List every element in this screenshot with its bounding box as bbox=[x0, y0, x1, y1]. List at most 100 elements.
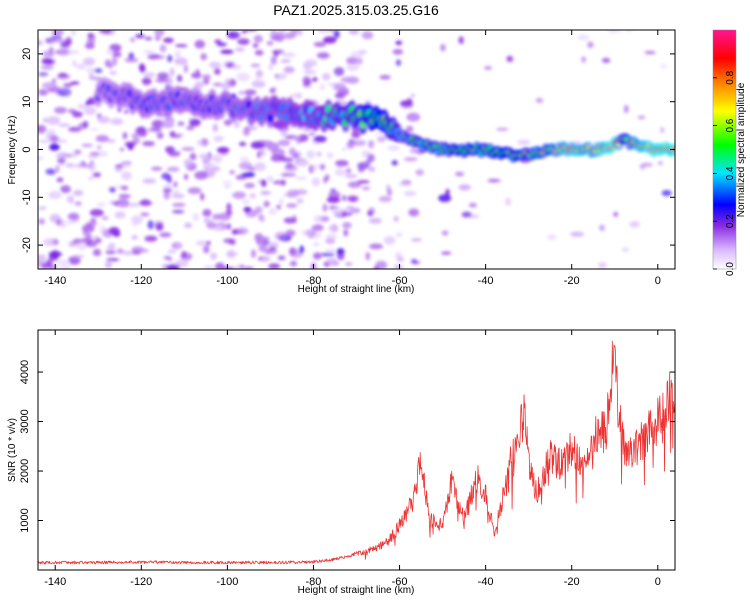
heat-blob bbox=[200, 138, 209, 147]
heat-blob bbox=[106, 139, 116, 143]
figure-title: PAZ1.2025.315.03.25.G16 bbox=[273, 2, 439, 18]
heat-blob bbox=[172, 209, 185, 214]
heat-blob bbox=[119, 147, 125, 152]
heat-blob bbox=[253, 162, 266, 172]
heat-blob bbox=[323, 176, 328, 184]
heat-blob bbox=[325, 248, 336, 253]
heat-blob bbox=[570, 231, 584, 237]
heat-blob bbox=[83, 57, 96, 66]
heat-blob bbox=[181, 250, 187, 258]
heat-blob bbox=[168, 150, 181, 157]
heat-blob bbox=[226, 31, 240, 39]
heat-blob bbox=[396, 257, 405, 262]
heat-blob bbox=[220, 266, 232, 269]
heat-blob bbox=[343, 229, 349, 237]
heat-blob bbox=[161, 119, 175, 127]
heat-blob bbox=[154, 35, 161, 41]
heat-blob bbox=[170, 134, 181, 138]
heat-blob bbox=[194, 81, 205, 88]
heat-blob bbox=[286, 203, 298, 208]
heat-blob bbox=[88, 73, 94, 80]
heat-blob bbox=[55, 164, 60, 173]
heat-blob bbox=[144, 36, 153, 41]
heat-blob bbox=[142, 141, 156, 147]
heat-blob bbox=[268, 63, 273, 71]
heat-blob bbox=[333, 30, 340, 39]
heat-blob bbox=[111, 57, 118, 66]
heat-blob bbox=[200, 192, 205, 201]
heat-blob bbox=[175, 53, 181, 57]
heat-blob bbox=[368, 139, 375, 149]
heat-blob bbox=[517, 139, 531, 145]
heat-blob bbox=[163, 190, 171, 200]
colorbar-label: Normalized spectral amplitude bbox=[736, 82, 747, 217]
heat-blob bbox=[322, 203, 328, 212]
heat-blob bbox=[301, 229, 315, 237]
heat-blob bbox=[313, 215, 324, 223]
heat-blob bbox=[150, 166, 163, 171]
heat-blob bbox=[241, 30, 247, 34]
heat-blob bbox=[121, 171, 132, 180]
heat-blob bbox=[38, 156, 44, 160]
heat-blob bbox=[202, 209, 212, 217]
heat-blob bbox=[409, 148, 419, 154]
heat-blob bbox=[176, 74, 183, 82]
heat-blob bbox=[234, 227, 249, 235]
heat-blob bbox=[127, 143, 134, 151]
heat-blob bbox=[90, 217, 97, 223]
heat-blob bbox=[127, 203, 140, 207]
heat-blob bbox=[341, 147, 347, 151]
heat-blob bbox=[167, 54, 173, 63]
heat-blob bbox=[270, 56, 277, 65]
heat-blob bbox=[336, 252, 345, 261]
x-tick-label: -20 bbox=[564, 576, 580, 588]
heat-blob bbox=[599, 224, 605, 231]
heat-blob bbox=[281, 52, 296, 58]
heat-blob bbox=[47, 116, 61, 125]
heat-blob bbox=[65, 163, 75, 168]
heat-blob bbox=[166, 264, 180, 269]
heat-blob bbox=[78, 122, 87, 130]
heat-blob bbox=[581, 56, 586, 63]
heat-blob bbox=[290, 250, 303, 259]
heat-blob bbox=[373, 266, 379, 269]
heat-blob bbox=[74, 201, 82, 206]
heat-blob bbox=[607, 30, 621, 34]
heat-blob bbox=[378, 195, 392, 203]
heat-blob bbox=[209, 61, 222, 69]
heat-blob bbox=[406, 125, 414, 133]
heat-blob bbox=[138, 249, 149, 253]
heat-blob bbox=[38, 139, 52, 143]
heat-blob bbox=[468, 202, 477, 208]
heat-blob bbox=[455, 171, 465, 177]
heat-blob bbox=[60, 185, 71, 194]
heat-blob bbox=[51, 78, 57, 84]
heat-blob bbox=[89, 151, 100, 156]
heat-blob bbox=[249, 193, 256, 199]
heat-blob bbox=[81, 143, 93, 148]
heat-blob bbox=[282, 157, 294, 163]
heat-blob bbox=[341, 211, 347, 217]
heat-blob bbox=[347, 181, 362, 188]
heat-blob bbox=[311, 177, 321, 187]
heat-blob bbox=[202, 74, 211, 80]
heat-blob bbox=[203, 265, 215, 269]
colorbar-tick-label: 0.8 bbox=[725, 70, 736, 84]
heat-blob bbox=[629, 221, 640, 228]
heat-blob bbox=[296, 197, 304, 204]
heat-blob bbox=[298, 134, 309, 142]
heat-blob bbox=[84, 106, 97, 116]
heat-blob bbox=[172, 189, 180, 196]
heat-blob bbox=[90, 39, 95, 44]
heat-blob bbox=[280, 131, 289, 137]
x-tick-label: -140 bbox=[44, 576, 66, 588]
heat-blob bbox=[285, 162, 294, 169]
heat-blob bbox=[96, 113, 102, 119]
heat-blob bbox=[346, 62, 360, 72]
heat-blob bbox=[345, 76, 359, 84]
heat-blob bbox=[206, 222, 217, 228]
heat-blob bbox=[268, 207, 277, 215]
heat-blob bbox=[87, 32, 94, 39]
spectrogram-y-label: Frequency (Hz) bbox=[7, 116, 18, 185]
heat-blob bbox=[223, 119, 233, 126]
